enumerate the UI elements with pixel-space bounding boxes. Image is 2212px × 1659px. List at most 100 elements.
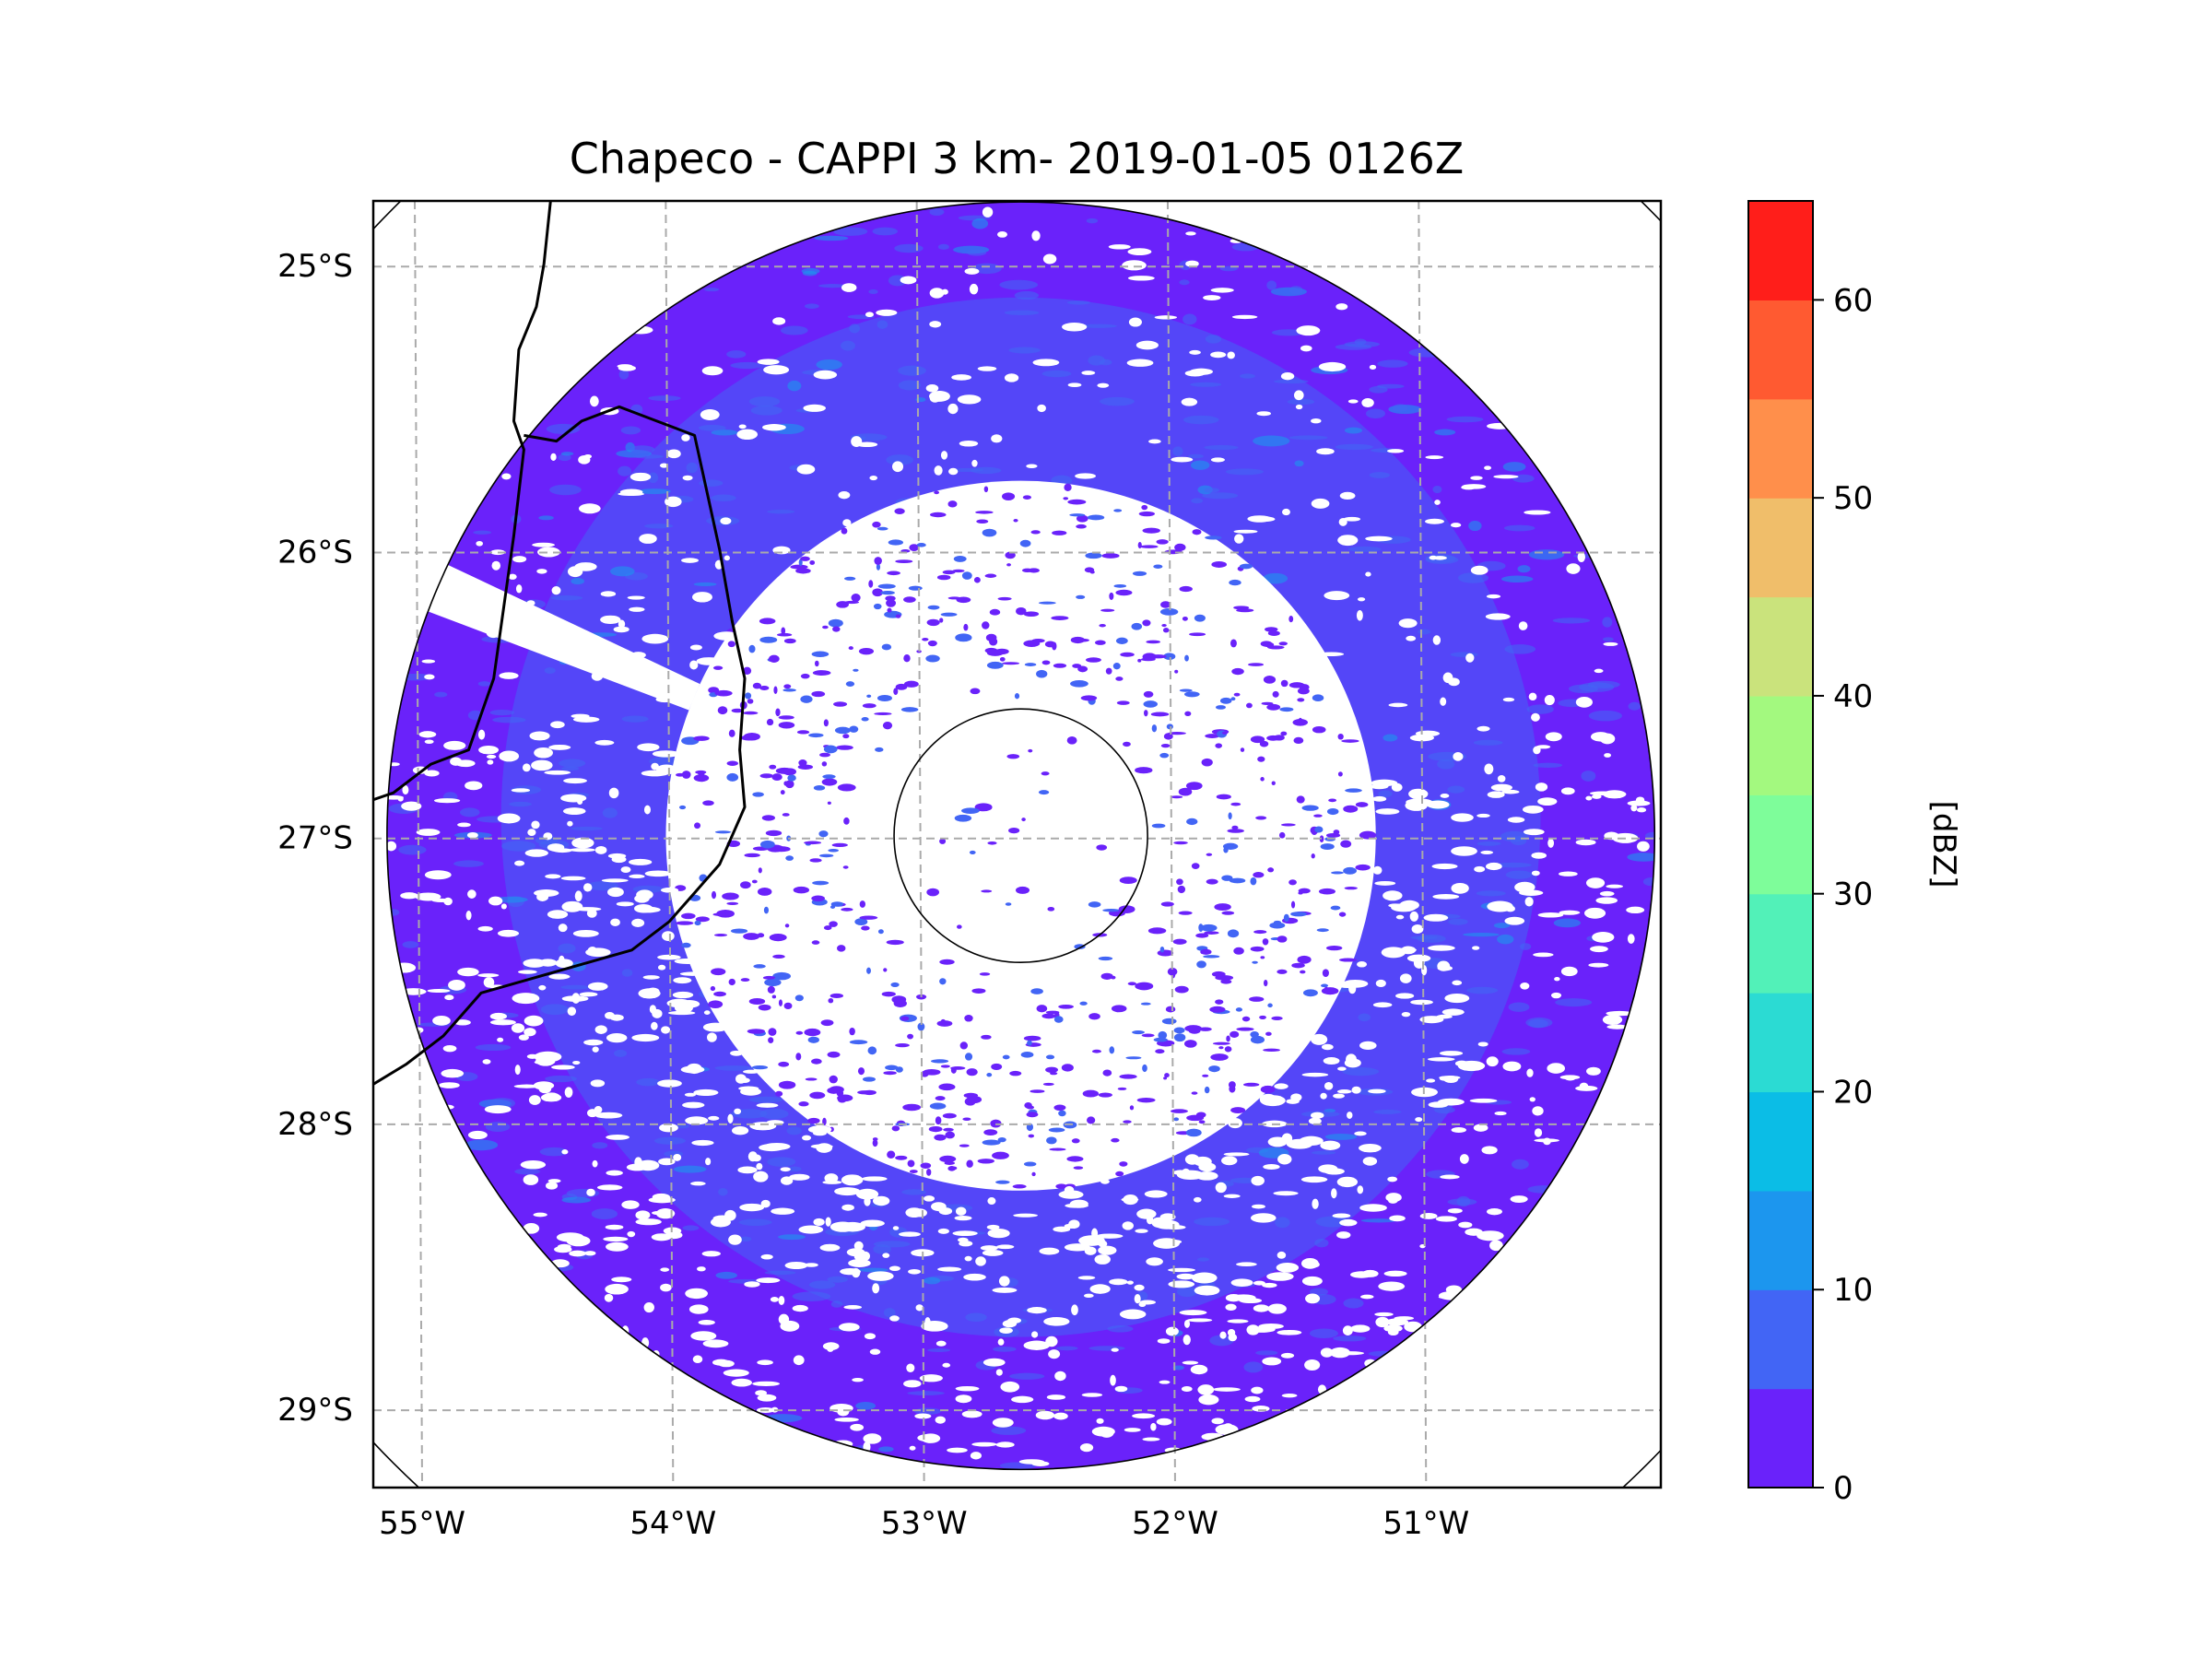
echo-speckle: [769, 654, 780, 663]
echo-speckle: [1296, 795, 1305, 804]
echo-speckle: [1042, 1082, 1054, 1087]
echo-speckle: [811, 940, 820, 945]
echo-speckle: [713, 933, 728, 937]
echo-gap: [951, 374, 972, 381]
echo-gap: [594, 739, 615, 746]
echo-gap: [649, 1005, 657, 1014]
echo-gap: [1323, 1057, 1340, 1065]
echo-speckle: [800, 695, 813, 703]
echo-gap: [1277, 1154, 1292, 1165]
echo-speckle: [1006, 563, 1011, 567]
echo-speckle: [1098, 956, 1113, 961]
echo-gap: [964, 1255, 972, 1262]
echo-speckle: [1111, 1137, 1120, 1143]
echo-speckle: [758, 867, 762, 874]
echo-speckle: [1099, 623, 1106, 628]
echo-gap: [986, 1224, 1000, 1230]
echo-speckle: [1288, 615, 1294, 623]
echo-gap: [959, 440, 979, 447]
echo-gap: [511, 1023, 525, 1033]
echo-gap: [627, 1230, 636, 1238]
y-tick-labels: 25°S26°S27°S28°S29°S: [277, 248, 353, 1429]
echo-speckle: [909, 544, 920, 551]
echo-gap: [1210, 457, 1225, 463]
echo-speckle: [989, 608, 1001, 616]
echo-gap: [889, 1315, 900, 1322]
echo-cell: [621, 715, 649, 723]
echo-gap: [996, 1244, 1015, 1250]
echo-gap: [552, 848, 572, 853]
echo-speckle: [1262, 938, 1269, 946]
echo-gap: [673, 1153, 682, 1161]
echo-speckle: [872, 588, 883, 597]
echo-cell: [560, 984, 590, 990]
echo-speckle: [1186, 1114, 1205, 1122]
echo-gap: [1494, 1111, 1507, 1116]
echo-speckle: [1325, 946, 1343, 951]
echo-speckle: [1123, 741, 1131, 747]
echo-speckle: [1105, 667, 1112, 675]
echo-gap: [679, 971, 705, 976]
echo-speckle: [1326, 807, 1339, 816]
echo-speckle: [1135, 767, 1153, 774]
echo-cell: [873, 1241, 911, 1248]
echo-speckle: [761, 815, 775, 821]
echo-gap: [770, 1296, 779, 1302]
gridlines: [373, 201, 1661, 1488]
echo-gap: [1267, 1303, 1287, 1314]
echo-speckle: [1219, 697, 1232, 704]
colorbar-bin: [1748, 596, 1813, 697]
echo-gap: [1168, 1267, 1196, 1273]
echo-gap: [1126, 359, 1154, 367]
echo-gap: [824, 1173, 839, 1183]
echo-speckle: [1311, 853, 1315, 859]
echo-gap: [977, 366, 997, 371]
echo-gap: [613, 626, 629, 633]
echo-speckle: [1204, 1086, 1210, 1094]
echo-speckle: [1231, 825, 1239, 830]
echo-speckle: [681, 942, 691, 948]
echo-speckle: [1053, 663, 1067, 668]
echo-gap: [1359, 1143, 1382, 1153]
echo-speckle: [762, 975, 776, 980]
echo-speckle: [1337, 771, 1343, 777]
echo-gap: [572, 930, 599, 937]
echo-cell: [1447, 785, 1465, 794]
echo-speckle: [833, 701, 848, 707]
echo-speckle: [1157, 949, 1174, 957]
echo-gap: [644, 870, 672, 877]
echo-speckle: [1041, 660, 1051, 665]
echo-cell: [1377, 359, 1408, 368]
echo-speckle: [1280, 731, 1288, 736]
echo-gap: [651, 762, 659, 771]
echo-gap: [550, 721, 565, 729]
echo-gap: [1182, 1335, 1191, 1346]
echo-speckle: [1005, 902, 1012, 906]
echo-speckle: [1147, 927, 1167, 935]
echo-gap: [1458, 1221, 1473, 1229]
echo-gap: [1165, 1326, 1179, 1336]
echo-gap: [453, 1019, 471, 1026]
echo-gap: [1559, 1075, 1581, 1080]
echo-gap: [869, 475, 878, 481]
echo-cell: [1079, 324, 1118, 328]
echo-speckle: [885, 1065, 899, 1071]
echo-speckle: [828, 998, 834, 1004]
echo-gap: [487, 759, 494, 765]
echo-speckle: [1236, 1027, 1254, 1031]
echo-speckle: [982, 528, 997, 537]
echo-cell: [1194, 1217, 1230, 1227]
echo-speckle: [1198, 1027, 1212, 1031]
echo-gap: [534, 1059, 556, 1065]
echo-cell: [1066, 300, 1091, 305]
echo-gap: [1450, 523, 1462, 528]
echo-speckle: [907, 1159, 915, 1168]
echo-speckle: [877, 929, 884, 935]
echo-gap: [1058, 1190, 1084, 1199]
echo-gap: [1263, 1164, 1280, 1171]
echo-speckle: [711, 968, 726, 976]
echo-cell: [1008, 347, 1041, 354]
echo-gap: [1339, 1218, 1358, 1227]
echo-speckle: [1271, 781, 1276, 786]
echo-speckle: [907, 1033, 913, 1040]
